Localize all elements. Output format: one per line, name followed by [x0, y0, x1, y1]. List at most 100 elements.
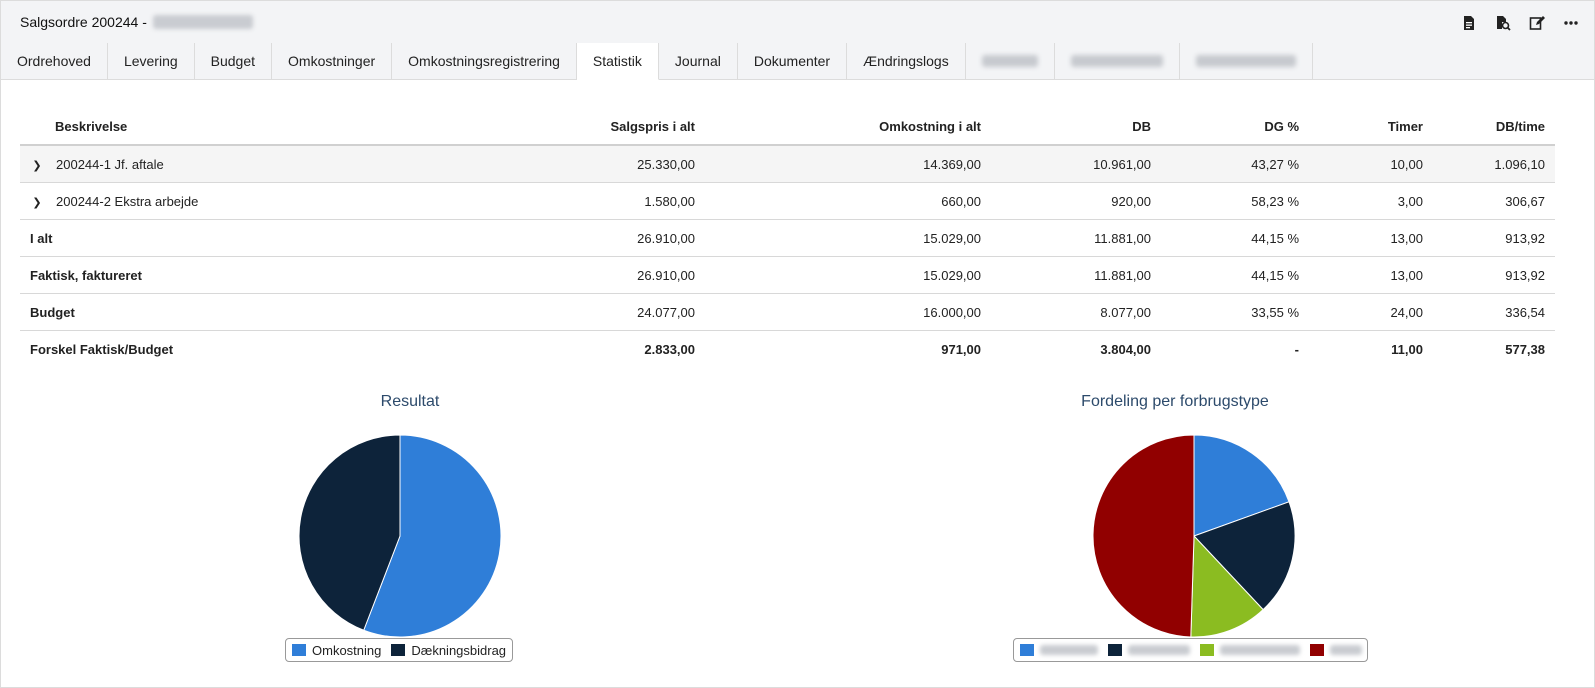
pie-slice-3[interactable] [1190, 534, 1264, 638]
column-header-salgspris: Salgspris i alt [395, 108, 705, 146]
resultat-legend: Omkostning Dækningsbidrag [285, 638, 514, 662]
legend-label: Dækningsbidrag [411, 642, 507, 658]
cell-db-time: 1.096,10 [1433, 145, 1555, 183]
document-icon [1464, 16, 1474, 30]
legend-item-daekningsbidrag[interactable]: Dækningsbidrag [391, 643, 506, 658]
table-row[interactable]: ❯ 200244-2 Ekstra arbejde 1.580,00 660,00… [20, 182, 1555, 220]
search-document-button[interactable] [1490, 11, 1516, 35]
tab-omkostninger[interactable]: Omkostninger [272, 43, 393, 79]
column-header-omkostning: Omkostning i alt [705, 108, 991, 146]
tab-levering[interactable]: Levering [108, 43, 195, 79]
page-title-text: Salgsordre 200244 - [20, 14, 147, 30]
legend-item-omkostning[interactable]: Omkostning [292, 643, 381, 658]
resultat-chart: Resultat [250, 393, 570, 411]
redacted-legend-label [1220, 645, 1300, 655]
tab-omkostningsregistrering[interactable]: Omkostningsregistrering [392, 43, 577, 79]
cell-dg: - [1161, 330, 1309, 367]
table-row: I alt 26.910,00 15.029,00 11.881,00 44,1… [20, 219, 1555, 257]
document-button[interactable] [1456, 11, 1482, 35]
chevron-down-icon[interactable]: ❯ [32, 159, 42, 172]
legend-swatch [1108, 644, 1122, 656]
legend-swatch [1310, 644, 1324, 656]
row-label: I alt [20, 219, 395, 257]
cell-db-time: 336,54 [1433, 293, 1555, 331]
cell-db: 11.881,00 [991, 219, 1161, 257]
cell-dg: 58,23 % [1161, 182, 1309, 220]
forbrugstype-pie [1092, 434, 1296, 638]
header-bar: Salgsordre 200244 - [1, 1, 1594, 44]
chevron-down-icon[interactable]: ❯ [32, 196, 42, 209]
cell-dg: 44,15 % [1161, 256, 1309, 294]
cell-db-time: 306,67 [1433, 182, 1555, 220]
cell-db-time: 577,38 [1433, 330, 1555, 367]
pie-slice-2[interactable] [298, 434, 401, 631]
chart-title: Resultat [380, 393, 440, 410]
table-row: Faktisk, faktureret 26.910,00 15.029,00 … [20, 256, 1555, 294]
row-description: ❯ 200244-1 Jf. aftale [20, 145, 395, 183]
cell-salgspris: 24.077,00 [395, 293, 705, 331]
cell-db-time: 913,92 [1433, 256, 1555, 294]
tab-budget[interactable]: Budget [195, 43, 273, 79]
cell-timer: 3,00 [1309, 182, 1433, 220]
tab-bar: Ordrehoved Levering Budget Omkostninger … [1, 43, 1594, 80]
cell-salgspris: 26.910,00 [395, 219, 705, 257]
redacted-customer-name [152, 15, 253, 29]
row-label: 200244-2 Ekstra arbejde [56, 193, 199, 209]
cell-omkostning: 15.029,00 [705, 219, 991, 257]
cell-db: 3.804,00 [991, 330, 1161, 367]
row-label: Faktisk, faktureret [20, 256, 395, 294]
cell-timer: 13,00 [1309, 256, 1433, 294]
cell-salgspris: 26.910,00 [395, 256, 705, 294]
legend-item-4[interactable] [1310, 644, 1362, 656]
tab-aendringslogs[interactable]: Ændringslogs [847, 43, 966, 79]
pie-slice-1[interactable] [1193, 434, 1290, 537]
legend-item-3[interactable] [1200, 644, 1300, 656]
cell-salgspris: 1.580,00 [395, 182, 705, 220]
tab-redacted-1[interactable] [966, 43, 1055, 79]
tab-redacted-3[interactable] [1180, 43, 1313, 79]
legend-item-1[interactable] [1020, 644, 1098, 656]
redacted-legend-label [1128, 645, 1190, 655]
tab-dokumenter[interactable]: Dokumenter [738, 43, 848, 79]
cell-db: 8.077,00 [991, 293, 1161, 331]
legend-item-2[interactable] [1108, 644, 1190, 656]
row-label: Budget [20, 293, 395, 331]
redacted-legend-label [1330, 645, 1362, 655]
page-title: Salgsordre 200244 - [20, 14, 253, 30]
forbrugstype-chart: Fordeling per forbrugstype [1000, 393, 1350, 411]
cell-db-time: 913,92 [1433, 219, 1555, 257]
edit-button[interactable] [1524, 11, 1550, 35]
cell-omkostning: 15.029,00 [705, 256, 991, 294]
tab-statistik[interactable]: Statistik [576, 43, 659, 80]
toolbar [1456, 11, 1584, 35]
table-row[interactable]: ❯ 200244-1 Jf. aftale 25.330,00 14.369,00… [20, 145, 1555, 183]
tab-journal[interactable]: Journal [659, 43, 738, 79]
cell-timer: 13,00 [1309, 219, 1433, 257]
more-icon [1564, 21, 1578, 25]
column-header-dg: DG % [1161, 108, 1309, 146]
cell-dg: 44,15 % [1161, 219, 1309, 257]
cell-dg: 33,55 % [1161, 293, 1309, 331]
cell-dg: 43,27 % [1161, 145, 1309, 183]
cell-omkostning: 971,00 [705, 330, 991, 367]
cell-omkostning: 14.369,00 [705, 145, 991, 183]
pie-slice-4[interactable] [1092, 434, 1195, 638]
cell-db: 920,00 [991, 182, 1161, 220]
legend-swatch [1200, 644, 1214, 656]
legend-swatch [391, 644, 406, 656]
chart-title: Fordeling per forbrugstype [1081, 393, 1269, 410]
edit-icon [1529, 16, 1545, 30]
legend-swatch [292, 644, 306, 656]
row-label: Forskel Faktisk/Budget [20, 330, 395, 367]
table-header-row: Beskrivelse Salgspris i alt Omkostning i… [20, 108, 1555, 146]
column-header-db-time: DB/time [1433, 108, 1555, 146]
row-label: 200244-1 Jf. aftale [56, 156, 164, 172]
tab-redacted-2[interactable] [1055, 43, 1180, 79]
tab-ordrehoved[interactable]: Ordrehoved [1, 43, 108, 79]
column-header-db: DB [991, 108, 1161, 146]
pie-slice-2[interactable] [1193, 501, 1296, 611]
pie-slice-1[interactable] [363, 434, 502, 638]
more-button[interactable] [1558, 11, 1584, 35]
cell-timer: 24,00 [1309, 293, 1433, 331]
resultat-pie [298, 434, 502, 638]
